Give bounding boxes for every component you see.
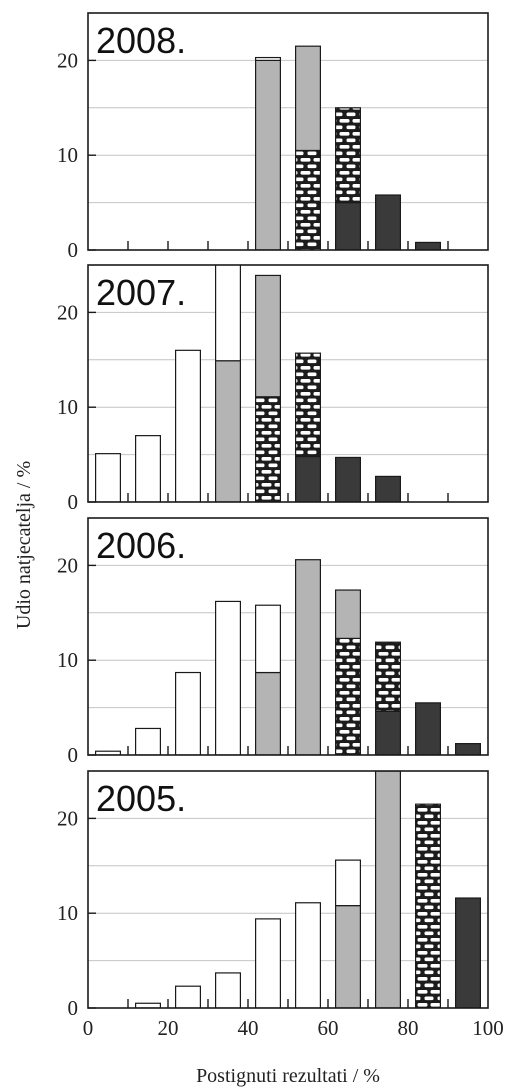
bar-segment-white (295, 902, 322, 1008)
bar-segment-white (94, 453, 121, 502)
bar-segment-dark (375, 710, 402, 755)
x-tick-label: 60 (318, 1016, 339, 1040)
bar-segment-gray (375, 771, 402, 1008)
bar-segment-gray (295, 45, 322, 152)
chart-panel: 0 10 20 2005. (57, 770, 489, 1020)
y-tick-label: 10 (57, 901, 78, 925)
x-axis-label: Postignuti rezultati / % (196, 1065, 380, 1087)
bar-segment-white (255, 918, 282, 1008)
y-tick-label: 20 (57, 300, 78, 324)
y-tick-label: 0 (68, 238, 79, 262)
bar-segment-dark (415, 241, 442, 250)
chart-panel: 0 10 20 2008. (57, 12, 489, 262)
chart-panel: 0 10 20 2007. (57, 264, 489, 514)
bar-segment-white (215, 972, 242, 1008)
bar-segment-white (255, 56, 282, 61)
x-tick-label: 20 (158, 1016, 179, 1040)
bar-segment-gray (255, 274, 282, 398)
y-tick-label: 10 (57, 143, 78, 167)
y-tick-label: 0 (68, 490, 79, 514)
bar-segment-white (94, 750, 121, 755)
bar-group (255, 45, 442, 250)
panel-year-label: 2006. (96, 525, 186, 566)
bar-segment-white (335, 859, 362, 907)
bar-segment-white (135, 1002, 162, 1008)
bar-segment-dark (335, 456, 362, 502)
bar-segment-pattern (415, 803, 442, 1008)
bar-segment-dark (455, 897, 482, 1008)
y-axis-label: Udio natjecatelja / % (13, 461, 35, 629)
y-tick-label: 20 (57, 48, 78, 72)
bar-segment-dark (415, 702, 442, 755)
y-tick-label: 0 (68, 996, 79, 1020)
bar-segment-white (175, 985, 202, 1008)
bar-segment-gray (255, 671, 282, 755)
chart-panels: 0 10 20 2008. 0 10 20 2007. 0 10 20 2006. 0 10 20 2005. (57, 12, 489, 1020)
bar-segment-dark (335, 202, 362, 250)
bar-segment-gray (335, 905, 362, 1008)
bar-group (94, 559, 482, 755)
bar-segment-pattern (335, 637, 362, 755)
bar-segment-gray (335, 589, 362, 639)
bar-segment-gray (215, 360, 242, 502)
bar-segment-white (215, 600, 242, 755)
y-tick-label: 10 (57, 395, 78, 419)
panel-year-label: 2007. (96, 272, 186, 313)
bar-segment-white (255, 604, 282, 674)
y-tick-label: 20 (57, 553, 78, 577)
bar-segment-dark (295, 455, 322, 502)
bar-segment-white (215, 265, 242, 362)
bar-segment-gray (255, 59, 282, 250)
bar-segment-pattern (295, 352, 322, 458)
bar-segment-white (175, 349, 202, 502)
y-tick-label: 10 (57, 648, 78, 672)
x-axis: 0 20 40 60 80 100 (83, 1016, 504, 1040)
y-tick-label: 0 (68, 743, 79, 767)
x-tick-label: 0 (83, 1016, 94, 1040)
bar-segment-gray (295, 559, 322, 755)
panel-year-label: 2008. (96, 20, 186, 61)
bar-segment-pattern (375, 641, 402, 712)
panel-year-label: 2005. (96, 778, 186, 819)
bar-segment-dark (455, 743, 482, 755)
bar-group (135, 771, 482, 1008)
x-tick-label: 40 (238, 1016, 259, 1040)
chart-panel: 0 10 20 2006. (57, 517, 489, 767)
x-tick-label: 80 (398, 1016, 419, 1040)
bar-segment-white (175, 671, 202, 755)
bar-group (94, 265, 402, 502)
x-tick-label: 100 (472, 1016, 504, 1040)
bar-segment-pattern (295, 149, 322, 250)
bar-segment-pattern (335, 107, 362, 204)
bar-segment-white (135, 727, 162, 755)
bar-segment-dark (375, 475, 402, 502)
y-tick-label: 20 (57, 806, 78, 830)
bar-segment-dark (375, 194, 402, 250)
bar-segment-pattern (255, 396, 282, 502)
bar-segment-white (135, 435, 162, 502)
